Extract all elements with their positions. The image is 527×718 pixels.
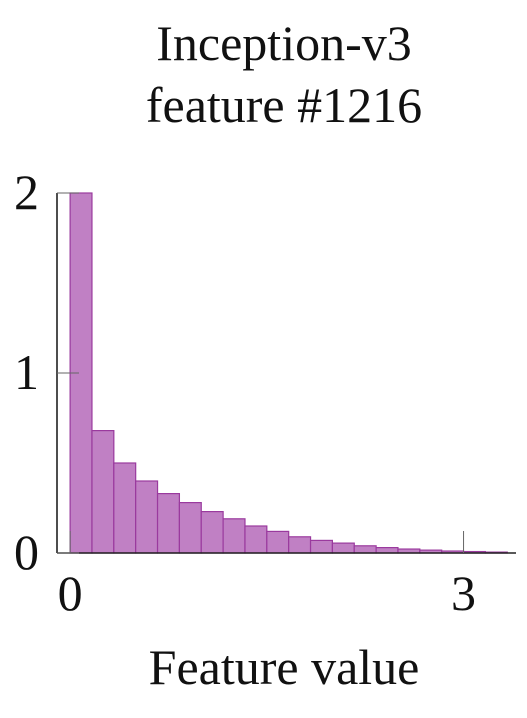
x-tick-label: 3: [451, 565, 476, 621]
histogram-bars: [69, 192, 508, 554]
histogram-bar: [375, 546, 399, 554]
histogram-bar: [178, 502, 202, 554]
histogram-bar: [156, 493, 181, 554]
y-tick-label: 2: [14, 164, 39, 220]
histogram-bar: [200, 511, 224, 554]
histogram-bar: [244, 525, 268, 554]
chart-title-line-1: Inception-v3: [156, 15, 411, 71]
y-tick-label: 1: [14, 344, 39, 400]
histogram-bar: [222, 518, 246, 554]
histogram-bar: [113, 462, 137, 554]
x-tick-label: 0: [58, 565, 83, 621]
histogram-bar: [91, 430, 115, 554]
histogram-bar: [288, 536, 312, 554]
histogram-bar: [331, 542, 355, 554]
histogram-bar: [309, 539, 334, 554]
x-axis-label: Feature value: [149, 639, 420, 695]
histogram-bar: [353, 545, 377, 554]
histogram-bar: [266, 530, 290, 554]
histogram-bar: [135, 480, 159, 554]
chart-title-line-2: feature #1216: [146, 77, 422, 133]
chart-tick-labels: 0 1 2 0 3: [14, 164, 476, 621]
chart-axes: [56, 192, 516, 554]
y-tick-label: 0: [14, 524, 39, 580]
